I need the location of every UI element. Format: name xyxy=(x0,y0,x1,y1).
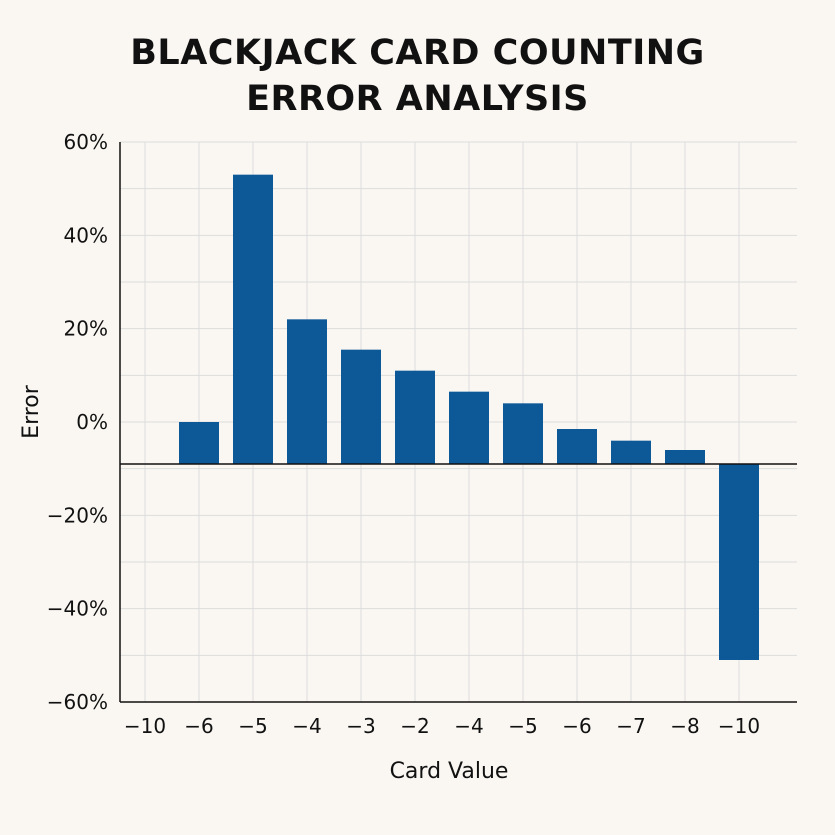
bar xyxy=(233,174,273,464)
bar xyxy=(449,391,489,464)
x-tick-label: −4 xyxy=(292,714,321,738)
x-tick-label: −10 xyxy=(718,714,760,738)
bar xyxy=(287,319,327,464)
x-tick-labels: −10 −6 −5 −4 −3 −2 −4 −5 −6 −7 −8 −10 xyxy=(124,714,760,738)
y-tick-labels: 60% 40% 20% 0% −20% −40% −60% xyxy=(47,130,108,714)
x-tick-label: −6 xyxy=(562,714,591,738)
x-tick-label: −10 xyxy=(124,714,166,738)
x-tick-label: −7 xyxy=(616,714,645,738)
bar xyxy=(719,464,759,660)
x-tick-label: −6 xyxy=(184,714,213,738)
x-tick-label: −4 xyxy=(454,714,483,738)
x-tick-label: −5 xyxy=(508,714,537,738)
chart-title: BLACKJACK CARD COUNTING ERROR ANALYSIS xyxy=(0,30,835,122)
y-tick-label: 40% xyxy=(64,223,108,247)
y-axis-label: Error xyxy=(19,384,44,439)
bar xyxy=(665,450,705,464)
bar xyxy=(179,422,219,464)
axes xyxy=(119,142,797,703)
x-tick-label: −5 xyxy=(238,714,267,738)
bar xyxy=(341,349,381,464)
y-tick-label: −20% xyxy=(47,503,108,527)
y-tick-label: 60% xyxy=(64,130,108,154)
y-tick-label: 20% xyxy=(64,317,108,341)
bar xyxy=(395,370,435,464)
chart-title-line-1: BLACKJACK CARD COUNTING xyxy=(130,33,705,73)
x-axis-label: Card Value xyxy=(390,759,509,784)
y-tick-label: −40% xyxy=(47,597,108,621)
x-tick-label: −2 xyxy=(400,714,429,738)
x-tick-label: −8 xyxy=(670,714,699,738)
y-tick-label: 0% xyxy=(76,410,108,434)
x-tick-label: −3 xyxy=(346,714,375,738)
bar xyxy=(611,440,651,464)
y-tick-label: −60% xyxy=(47,690,108,714)
bar xyxy=(503,403,543,464)
chart-title-line-2: ERROR ANALYSIS xyxy=(246,79,589,119)
bar xyxy=(557,429,597,464)
bars xyxy=(179,174,759,660)
